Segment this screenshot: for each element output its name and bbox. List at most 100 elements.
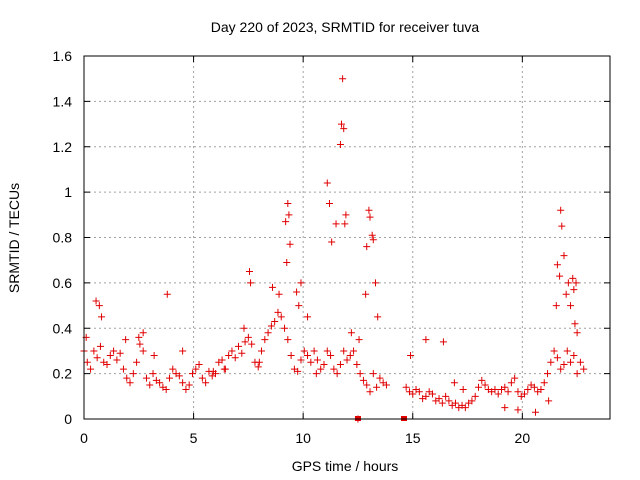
data-point <box>146 381 154 389</box>
data-point <box>126 379 134 387</box>
data-point <box>139 329 147 337</box>
data-point <box>369 370 377 378</box>
data-point <box>570 351 578 359</box>
data-point <box>240 324 248 332</box>
data-point <box>192 365 200 373</box>
data-point <box>359 376 367 384</box>
data-point <box>228 347 236 355</box>
data-point <box>558 222 566 230</box>
data-point <box>336 140 344 148</box>
data-point <box>537 386 545 394</box>
data-point <box>179 347 187 355</box>
data-point <box>366 388 374 396</box>
data-point <box>218 356 226 364</box>
data-point <box>530 383 538 391</box>
data-point <box>576 358 584 366</box>
data-point <box>336 361 344 369</box>
data-point <box>341 220 349 228</box>
data-point <box>274 308 282 316</box>
data-point <box>169 365 177 373</box>
data-point <box>330 365 338 373</box>
data-point <box>285 211 293 219</box>
data-point <box>282 218 290 226</box>
data-point <box>198 374 206 382</box>
x-tick-label: 10 <box>295 430 311 446</box>
data-point <box>231 354 239 362</box>
data-point <box>461 404 469 412</box>
data-point <box>87 365 95 373</box>
data-point <box>235 342 243 350</box>
data-point <box>369 236 377 244</box>
data-point <box>468 397 476 405</box>
data-point <box>162 386 170 394</box>
data-point <box>363 243 371 251</box>
y-axis-title: SRMTID / TECUs <box>6 183 22 293</box>
data-point <box>514 406 522 414</box>
y-tick-label: 0.4 <box>53 320 73 336</box>
data-point <box>106 351 114 359</box>
data-point <box>220 365 228 373</box>
data-point <box>93 354 101 362</box>
data-point <box>368 231 376 239</box>
data-point <box>422 336 430 344</box>
data-point <box>422 392 430 400</box>
data-point <box>570 286 578 294</box>
data-point <box>113 356 121 364</box>
data-point <box>323 179 331 187</box>
data-point <box>238 349 246 357</box>
data-point <box>244 333 252 341</box>
data-point <box>149 370 157 378</box>
data-point <box>552 302 560 310</box>
data-point <box>261 336 269 344</box>
data-point <box>313 356 321 364</box>
data-point <box>451 399 459 407</box>
data-point <box>363 381 371 389</box>
data-point <box>415 388 423 396</box>
data-point <box>373 383 381 391</box>
data-point <box>286 240 294 248</box>
data-point <box>573 370 581 378</box>
data-point <box>116 349 124 357</box>
data-point <box>317 365 325 373</box>
data-point <box>320 361 328 369</box>
data-point <box>563 347 571 355</box>
grid-lines <box>84 56 610 419</box>
data-point <box>267 322 275 330</box>
data-point <box>353 361 361 369</box>
data-point <box>247 279 255 287</box>
data-point <box>297 356 305 364</box>
plot-frame <box>83 55 611 420</box>
data-point <box>264 329 272 337</box>
data-point <box>209 367 217 375</box>
x-axis-title: GPS time / hours <box>292 458 399 474</box>
data-point <box>365 206 373 214</box>
x-tick-labels: 0 5 10 15 20 <box>80 430 530 446</box>
data-point <box>553 261 561 269</box>
data-point <box>545 397 553 405</box>
data-point <box>129 370 137 378</box>
data-point <box>407 351 415 359</box>
data-point <box>501 383 509 391</box>
y-tick-label: 0.6 <box>53 275 73 291</box>
data-point <box>110 347 118 355</box>
data-point <box>450 379 458 387</box>
data-point <box>241 338 249 346</box>
data-point <box>524 386 532 394</box>
data-point <box>328 238 336 246</box>
data-point <box>557 206 565 214</box>
data-point <box>459 386 467 394</box>
data-point <box>571 320 579 328</box>
data-point <box>342 211 350 219</box>
data-point <box>307 358 315 366</box>
data-point <box>550 347 558 355</box>
data-point <box>442 392 450 400</box>
data-point <box>182 386 190 394</box>
data-point <box>540 379 548 387</box>
data-point <box>580 365 588 373</box>
data-point <box>409 390 417 398</box>
y-tick-label: 1.6 <box>53 48 73 64</box>
data-point <box>225 351 233 359</box>
data-point <box>504 388 512 396</box>
data-point <box>98 313 106 321</box>
data-point <box>323 347 331 355</box>
